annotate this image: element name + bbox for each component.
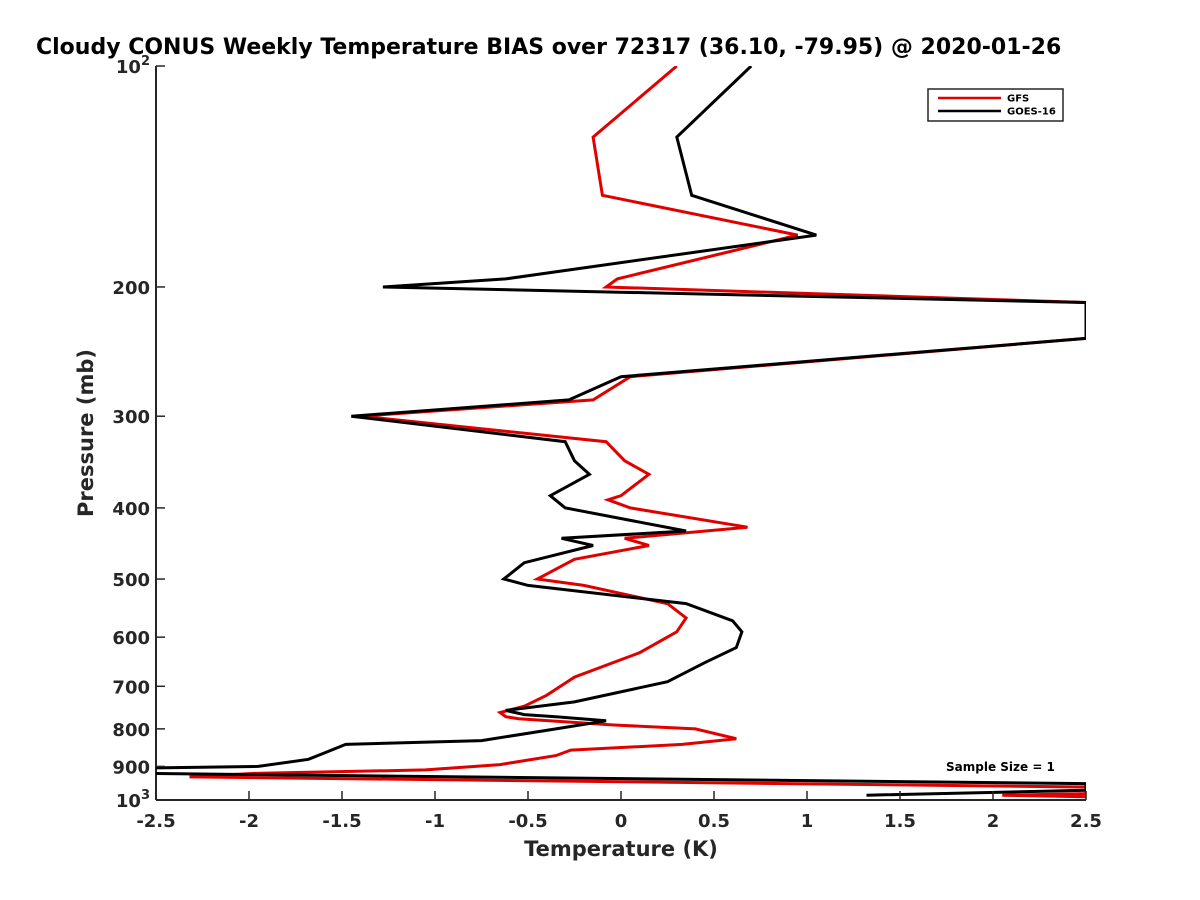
legend-label: GFS (1007, 94, 1029, 105)
x-axis-label: Temperature (K) (524, 837, 718, 861)
chart-title: Cloudy CONUS Weekly Temperature BIAS ove… (36, 35, 1061, 60)
x-tick-label: -1.5 (322, 811, 361, 832)
y-tick-label: 700 (112, 677, 150, 698)
x-tick-label: 2 (987, 811, 1000, 832)
x-tick-label: -2 (239, 811, 259, 832)
y-tick-label: 200 (112, 278, 150, 299)
legend-label: GOES-16 (1007, 107, 1056, 118)
series-line-goes-16 (156, 66, 1086, 797)
y-tick-label: 800 (112, 720, 150, 741)
y-tick-label: 900 (112, 757, 150, 778)
y-tick-label: 600 (112, 628, 150, 649)
y-tick-label: 103 (116, 788, 150, 812)
series-layer (156, 66, 1086, 799)
x-tick-label: -1 (425, 811, 445, 832)
x-tick-label: -2.5 (136, 811, 175, 832)
sample-size-annotation: Sample Size = 1 (946, 760, 1055, 774)
x-tick-label: -0.5 (508, 811, 547, 832)
y-tick-label: 500 (112, 570, 150, 591)
x-tick-label: 1 (801, 811, 814, 832)
plot-area (155, 66, 1086, 801)
y-axis-label: Pressure (mb) (74, 349, 98, 517)
y-tick-label: 102 (116, 54, 150, 78)
legend-box (927, 88, 1064, 122)
legend: GFS GOES-16 (927, 88, 1064, 122)
axes-layer: -2.5 -2 -1.5 -1 -0.5 0 0.5 1 1.5 2 2.5 102 200 300 400… (112, 54, 1102, 832)
x-tick-label: 2.5 (1070, 811, 1102, 832)
x-tick-label: 0.5 (698, 811, 730, 832)
y-tick-label: 400 (112, 499, 150, 520)
x-tick-label: 1.5 (884, 811, 916, 832)
x-tick-label: 0 (615, 811, 628, 832)
y-tick-label: 300 (112, 407, 150, 428)
